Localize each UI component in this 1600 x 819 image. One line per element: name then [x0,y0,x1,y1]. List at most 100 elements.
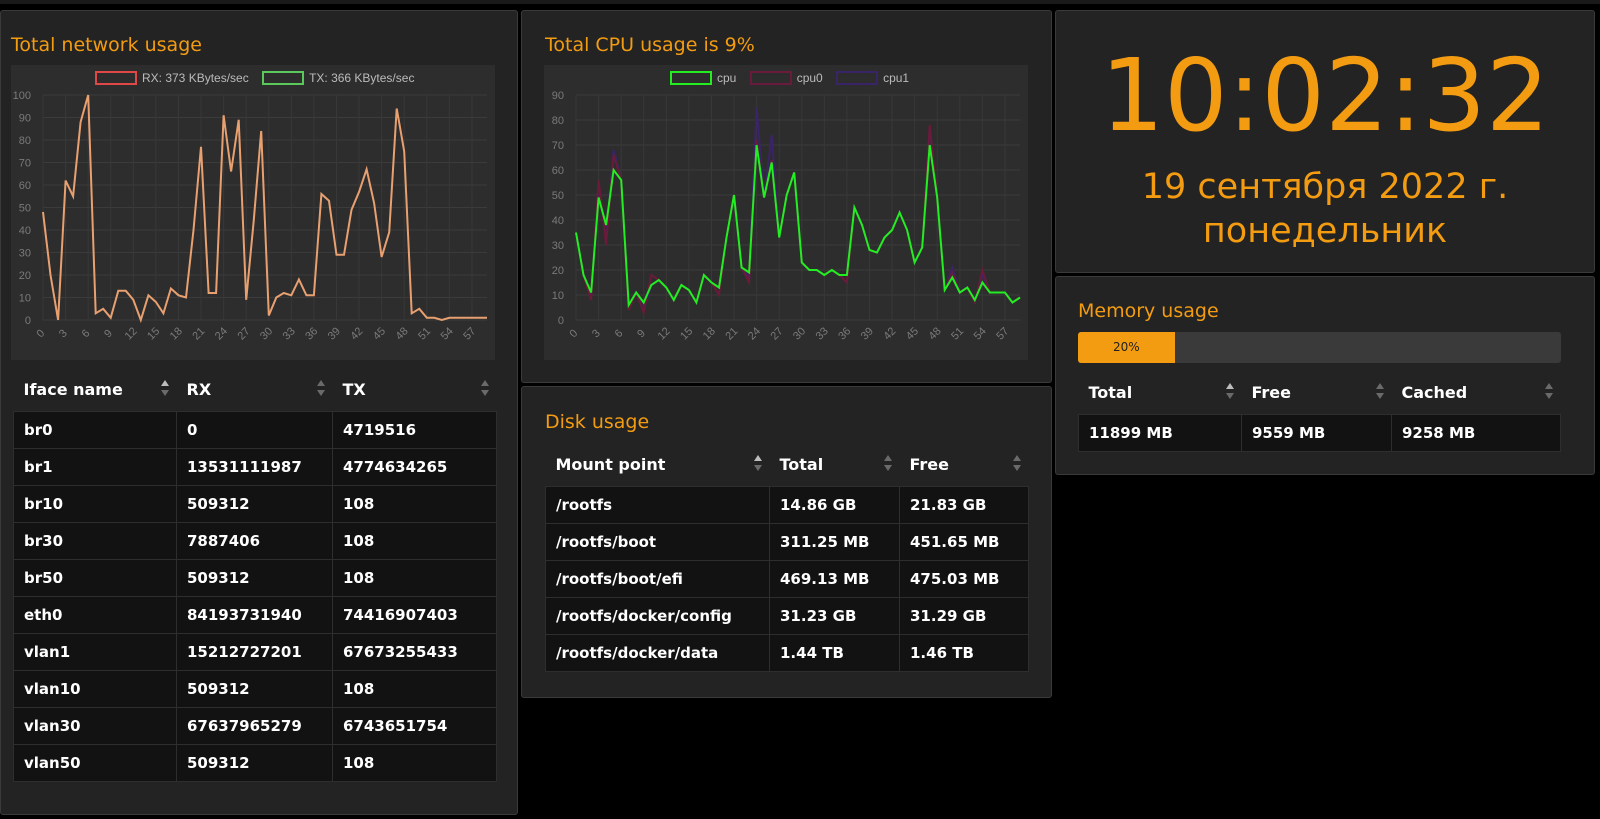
y-tick-label: 30 [552,240,564,252]
x-tick-label: 27 [768,325,785,342]
y-tick-label: 20 [552,265,564,277]
network-legend: RX: 373 KBytes/sec TX: 366 KBytes/sec [95,71,414,85]
y-tick-label: 30 [19,248,31,260]
x-tick-label: 30 [258,325,275,342]
y-tick-label: 40 [19,225,31,237]
x-tick-label: 21 [723,325,740,342]
top-bar [0,0,1600,4]
table-cell: 108 [332,485,497,523]
table-cell: /rootfs [545,486,770,524]
x-tick-label: 12 [656,325,673,342]
x-tick-label: 3 [590,327,603,340]
network-title: Total network usage [11,34,202,56]
mount-point-header[interactable]: Mount point [546,442,770,487]
x-tick-label: 3 [57,327,70,340]
x-tick-label: 39 [859,325,876,342]
iface-row: vlan1 15212727201 67673255433 [13,633,497,671]
disk-row: /rootfs/boot/efi 469.13 MB 475.03 MB [545,560,1029,598]
clock-weekday: понедельник [1202,211,1448,251]
memory-progress-fill: 20% [1078,332,1175,363]
x-tick-label: 51 [949,325,966,342]
x-tick-label: 9 [102,327,115,340]
mem-cached-header[interactable]: Cached [1392,370,1561,415]
y-tick-label: 40 [552,215,564,227]
table-cell: 108 [332,559,497,597]
table-cell: eth0 [13,596,177,634]
x-tick-label: 15 [678,325,695,342]
table-cell: 84193731940 [176,596,333,634]
table-cell: /rootfs/docker/config [545,597,770,635]
x-tick-label: 24 [213,325,230,342]
table-cell: /rootfs/docker/data [545,634,770,672]
iface-name-header[interactable]: Iface name [14,367,177,412]
y-tick-label: 0 [558,315,564,327]
rx-legend-label: RX: 373 KBytes/sec [142,71,249,85]
sort-icon [160,380,169,398]
table-cell: br0 [13,411,177,449]
memory-title: Memory usage [1078,300,1219,322]
x-tick-label: 30 [791,325,808,342]
x-tick-label: 33 [814,325,831,342]
y-tick-label: 50 [552,190,564,202]
memory-progress-bar: 20% [1078,332,1561,363]
y-tick-label: 10 [19,293,31,305]
iface-row: br10 509312 108 [13,485,497,523]
x-tick-label: 45 [371,325,388,342]
table-cell: 509312 [176,744,333,782]
x-tick-label: 24 [746,325,763,342]
y-tick-label: 80 [19,135,31,147]
table-cell: 0 [176,411,333,449]
tx-header[interactable]: TX [333,367,497,412]
x-tick-label: 57 [994,325,1011,342]
x-tick-label: 33 [281,325,298,342]
y-tick-label: 50 [19,203,31,215]
table-cell: 108 [332,670,497,708]
iface-row: vlan10 509312 108 [13,670,497,708]
table-cell: 67637965279 [176,707,333,745]
disk-total-header[interactable]: Total [770,442,900,487]
sort-icon [1544,383,1553,401]
disk-row: /rootfs 14.86 GB 21.83 GB [545,486,1029,524]
table-cell: 7887406 [176,522,333,560]
iface-row: br30 7887406 108 [13,522,497,560]
clock-date: 19 сентября 2022 г. [1141,167,1509,207]
x-tick-label: 0 [34,327,47,340]
iface-row: vlan30 67637965279 6743651754 [13,707,497,745]
table-cell: 1.46 TB [899,634,1029,672]
table-cell: 31.23 GB [769,597,900,635]
y-tick-label: 80 [552,115,564,127]
x-tick-label: 57 [461,325,478,342]
x-tick-label: 15 [145,325,162,342]
series-line-rx [42,94,487,324]
table-cell: 31.29 GB [899,597,1029,635]
mem-total-header[interactable]: Total [1079,370,1242,415]
rx-header[interactable]: RX [177,367,333,412]
x-tick-label: 48 [927,325,944,342]
x-tick-label: 9 [635,327,648,340]
x-tick-label: 51 [416,325,433,342]
disk-free-header[interactable]: Free [900,442,1029,487]
cpu-legend: cpu cpu0 cpu1 [670,71,909,85]
y-tick-label: 90 [19,113,31,125]
disk-row: /rootfs/docker/config 31.23 GB 31.29 GB [545,597,1029,635]
y-tick-label: 70 [552,140,564,152]
clock-time: 10:02:32 [1100,37,1550,154]
x-tick-label: 6 [80,327,93,340]
table-cell: 108 [332,522,497,560]
y-tick-label: 60 [19,180,31,192]
table-cell: 67673255433 [332,633,497,671]
table-cell: vlan10 [13,670,177,708]
iface-row: eth0 84193731940 74416907403 [13,596,497,634]
table-cell: br50 [13,559,177,597]
x-tick-label: 18 [168,325,185,342]
sort-icon [1012,455,1021,473]
table-cell: vlan30 [13,707,177,745]
y-tick-label: 20 [19,270,31,282]
disk-table: Mount point Total Free /rootfs 14.86 GB 21… [545,442,1029,672]
mem-free-header[interactable]: Free [1242,370,1392,415]
table-cell: /rootfs/boot [545,523,770,561]
x-tick-label: 36 [836,325,853,342]
table-cell: 469.13 MB [769,560,900,598]
table-cell: 1.44 TB [769,634,900,672]
memory-table: Total Free Cached 11899 MB 9559 MB 9258 MB [1078,370,1561,452]
